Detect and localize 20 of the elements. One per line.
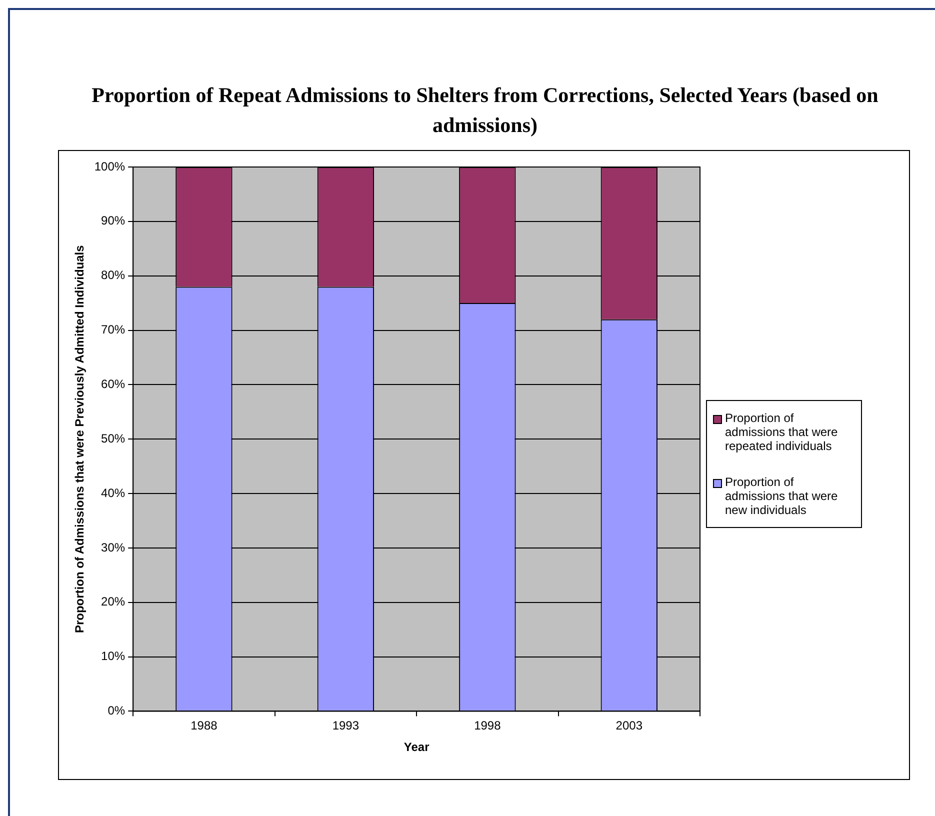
y-tick-label: 60% [101, 376, 126, 391]
x-tick-label: 1998 [474, 718, 502, 733]
y-tick-label: 50% [101, 431, 126, 446]
x-axis-title: Year [404, 740, 430, 754]
y-tick-label: 100% [94, 159, 126, 174]
y-tick-label: 20% [101, 594, 126, 609]
x-tick-label: 1993 [332, 718, 360, 733]
y-tick-label: 70% [101, 322, 126, 337]
y-tick-label: 0% [108, 704, 126, 718]
y-axis-title: Proportion of Admissions that were Previously Admitted Individuals [72, 244, 87, 634]
chart-title: Proportion of Repeat Admissions to Shelters from Corrections, Selected Years (based on admissions) [90, 82, 880, 139]
y-tick-label: 80% [101, 268, 126, 282]
y-tick-label: 10% [101, 649, 126, 664]
y-tick-label: 40% [101, 486, 126, 500]
x-tick-label: 1988 [190, 718, 218, 733]
legend-label: Proportion of admissions that were repeated individuals [725, 411, 839, 453]
legend-label: Proportion of admissions that were new individuals [725, 475, 839, 517]
y-tick-label: 90% [101, 214, 126, 228]
x-tick-label: 2003 [616, 718, 643, 733]
y-tick-label: 30% [101, 540, 126, 554]
